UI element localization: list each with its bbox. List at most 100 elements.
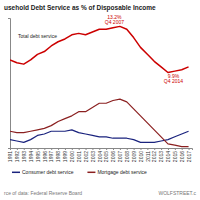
legend-item: Mortgage debt service xyxy=(87,169,147,175)
x-tick-label: 2010 xyxy=(138,151,144,162)
source: WOLFSTREET.c xyxy=(158,190,196,196)
x-tick-group: 2013 xyxy=(158,148,164,162)
x-tick-label: 2011 xyxy=(145,151,151,162)
x-tick-group: 2015 xyxy=(172,148,178,162)
x-tick-group: 2010 xyxy=(138,148,144,162)
x-tick xyxy=(44,148,45,150)
series-line xyxy=(10,130,189,143)
x-tick-group: 2001 xyxy=(76,148,82,162)
x-tick-group: 1994 xyxy=(28,148,34,162)
x-tick-label: 2007 xyxy=(117,151,123,162)
x-tick xyxy=(58,148,59,150)
x-tick xyxy=(189,148,190,150)
x-tick-group: 2009 xyxy=(131,148,137,162)
annotation: Q4 2007 xyxy=(105,19,124,25)
x-tick xyxy=(51,148,52,150)
x-tick-label: 2013 xyxy=(158,151,164,162)
x-tick-label: 2014 xyxy=(165,151,171,162)
x-tick xyxy=(140,148,141,150)
x-tick-group: 1993 xyxy=(21,148,27,162)
x-tick-label: 2006 xyxy=(110,151,116,162)
x-tick xyxy=(120,148,121,150)
chart: 1991199219931994199519961997199819992000… xyxy=(0,0,200,200)
x-tick-label: 1992 xyxy=(14,151,20,162)
x-tick-label: 2002 xyxy=(83,151,89,162)
x-tick-label: 2016 xyxy=(179,151,185,162)
x-tick-label: 2000 xyxy=(69,151,75,162)
x-tick xyxy=(127,148,128,150)
x-tick-group: 2017 xyxy=(186,148,192,162)
x-tick-label: 1999 xyxy=(62,151,68,162)
x-tick-group: 1997 xyxy=(48,148,54,162)
x-tick-group: 2005 xyxy=(103,148,109,162)
annotation: Total debt service xyxy=(18,33,57,39)
x-tick xyxy=(92,148,93,150)
legend-swatch xyxy=(87,172,95,174)
x-tick xyxy=(72,148,73,150)
x-tick xyxy=(134,148,135,150)
x-tick-label: 2012 xyxy=(151,151,157,162)
x-tick-label: 2017 xyxy=(186,151,192,162)
x-tick-label: 1994 xyxy=(28,151,34,162)
legend-label: Consumer debt service xyxy=(22,169,74,175)
x-tick-group: 2000 xyxy=(69,148,75,162)
x-tick-group: 1995 xyxy=(35,148,41,162)
annotations: 13.2%Q4 20079.9%Q4 2014Total debt servic… xyxy=(18,14,183,84)
x-tick-label: 2015 xyxy=(172,151,178,162)
source: rce of data: Federal Reserve Board xyxy=(4,190,82,196)
x-tick xyxy=(182,148,183,150)
x-tick-label: 2005 xyxy=(103,151,109,162)
y-axis-line xyxy=(8,19,11,149)
legend-item: Consumer debt service xyxy=(12,169,74,175)
x-tick-label: 1996 xyxy=(42,151,48,162)
x-tick-label: 1993 xyxy=(21,151,27,162)
legend: Consumer debt service Mortgage debt servi… xyxy=(12,169,147,175)
y-axis xyxy=(8,19,11,149)
x-tick-group: 1991 xyxy=(7,148,13,162)
x-tick xyxy=(86,148,87,150)
x-tick-group: 1996 xyxy=(42,148,48,162)
x-tick xyxy=(31,148,32,150)
x-tick-group: 2014 xyxy=(165,148,171,162)
annotation: Q4 2014 xyxy=(164,78,183,84)
x-tick-label: 1991 xyxy=(7,151,13,162)
x-tick-group: 1998 xyxy=(55,148,61,162)
x-tick xyxy=(161,148,162,150)
series-line xyxy=(10,26,189,72)
x-tick-group: 2006 xyxy=(110,148,116,162)
x-tick-label: 2004 xyxy=(97,151,103,162)
x-tick xyxy=(37,148,38,150)
x-tick-label: 2009 xyxy=(131,151,137,162)
x-tick xyxy=(168,148,169,150)
x-tick-label: 2008 xyxy=(124,151,130,162)
x-tick xyxy=(154,148,155,150)
x-tick xyxy=(17,148,18,150)
x-tick xyxy=(24,148,25,150)
x-axis-line xyxy=(11,149,193,151)
x-tick xyxy=(175,148,176,150)
x-tick xyxy=(99,148,100,150)
x-tick-group: 1992 xyxy=(14,148,20,162)
x-tick-label: 2001 xyxy=(76,151,82,162)
x-tick xyxy=(106,148,107,150)
x-axis: 1991199219931994199519961997199819992000… xyxy=(7,148,192,162)
x-tick-group: 2002 xyxy=(83,148,89,162)
x-tick-label: 1998 xyxy=(55,151,61,162)
title: usehold Debt Service as % of Disposable … xyxy=(4,4,156,12)
x-tick-group: 2012 xyxy=(151,148,157,162)
x-tick-group: 2016 xyxy=(179,148,185,162)
x-tick-group: 2008 xyxy=(124,148,130,162)
x-tick-group: 2007 xyxy=(117,148,123,162)
x-tick-group: 2003 xyxy=(90,148,96,162)
x-tick-group: 2011 xyxy=(145,148,151,162)
x-tick-group: 1999 xyxy=(62,148,68,162)
legend-label: Mortgage debt service xyxy=(97,169,147,175)
series-line xyxy=(10,99,189,147)
x-tick xyxy=(113,148,114,150)
x-tick xyxy=(147,148,148,150)
x-tick-group: 2004 xyxy=(97,148,103,162)
x-tick-label: 1997 xyxy=(48,151,54,162)
x-tick-label: 1995 xyxy=(35,151,41,162)
legend-swatch xyxy=(12,172,20,174)
x-tick xyxy=(65,148,66,150)
